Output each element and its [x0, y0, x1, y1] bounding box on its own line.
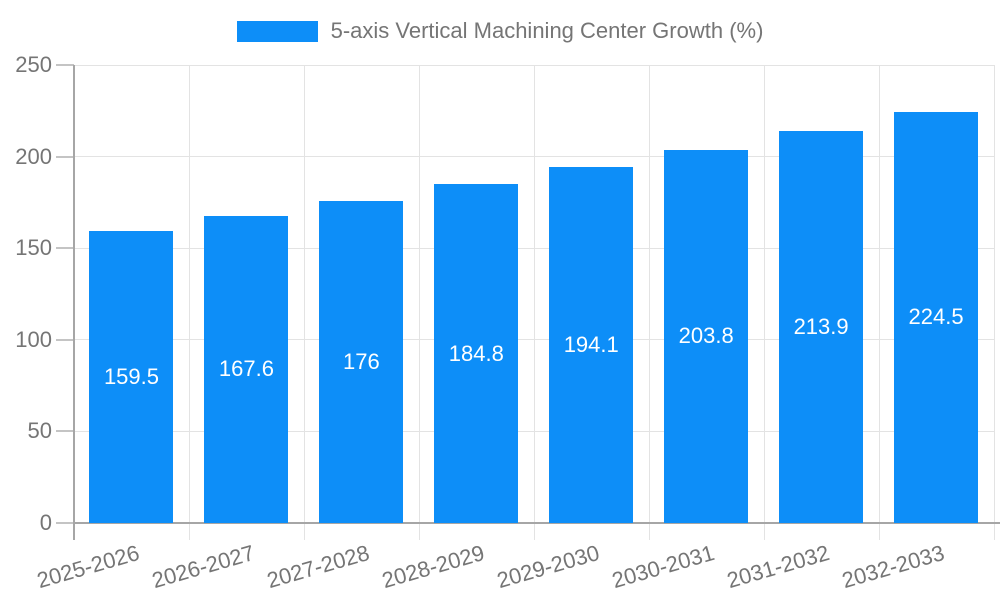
- x-tick-label: 2027-2028: [264, 540, 373, 594]
- bar-2028-2029[interactable]: 184.8: [434, 184, 519, 523]
- y-gridline: [74, 156, 994, 158]
- y-tick-label: 50: [27, 418, 52, 444]
- x-gridline: [994, 65, 995, 540]
- x-tick-label: 2026-2027: [149, 540, 258, 594]
- x-tick-label: 2028-2029: [379, 540, 488, 594]
- x-tick-label: 2030-2031: [609, 540, 718, 594]
- y-axis-line: [73, 65, 75, 540]
- legend-label: 5-axis Vertical Machining Center Growth …: [330, 18, 764, 43]
- y-tick-label: 100: [15, 326, 52, 352]
- y-tick-mark: [56, 155, 74, 158]
- x-gridline: [419, 65, 420, 540]
- x-gridline: [189, 65, 190, 540]
- y-tick-label: 0: [39, 510, 52, 535]
- bar-value-label: 167.6: [218, 356, 274, 382]
- bar-value-label: 224.5: [908, 304, 964, 330]
- x-gridline: [304, 65, 305, 540]
- bar-value-label: 176: [342, 348, 380, 374]
- x-gridline: [764, 65, 765, 540]
- y-tick-mark: [56, 430, 74, 433]
- y-gridline: [74, 64, 994, 66]
- bar-value-label: 184.8: [448, 340, 504, 366]
- x-gridline: [534, 65, 535, 540]
- y-gridline: [74, 339, 994, 341]
- x-axis-line: [73, 522, 1000, 524]
- bar-2026-2027[interactable]: 167.6: [204, 215, 289, 523]
- bar-value-label: 213.9: [793, 314, 849, 340]
- bar-2030-2031[interactable]: 203.8: [664, 149, 749, 523]
- y-tick-mark: [56, 338, 74, 341]
- x-gridline: [879, 65, 880, 540]
- x-tick-label: 2032-2033: [838, 540, 947, 594]
- y-tick-mark: [56, 64, 74, 66]
- bar-2025-2026[interactable]: 159.5: [89, 230, 174, 523]
- bar-value-label: 203.8: [678, 323, 734, 349]
- legend-swatch-icon: [236, 20, 318, 42]
- y-gridline: [74, 430, 994, 432]
- bar-2032-2033[interactable]: 224.5: [894, 111, 979, 523]
- bar-value-label: 194.1: [563, 332, 619, 358]
- bar-value-label: 159.5: [103, 363, 159, 389]
- legend[interactable]: 5-axis Vertical Machining Center Growth …: [0, 18, 1000, 44]
- bar-2029-2030[interactable]: 194.1: [549, 167, 634, 523]
- x-tick-label: 2031-2032: [723, 540, 832, 594]
- y-gridline: [74, 247, 994, 249]
- y-tick-label: 250: [15, 52, 52, 77]
- bar-2027-2028[interactable]: 176: [319, 200, 404, 523]
- x-gridline: [649, 65, 650, 540]
- x-tick-label: 2025-2026: [34, 540, 143, 594]
- y-tick-label: 200: [15, 143, 52, 169]
- y-tick-label: 150: [15, 235, 52, 261]
- y-tick-mark: [56, 522, 74, 524]
- y-tick-mark: [56, 247, 74, 250]
- bar-2031-2032[interactable]: 213.9: [779, 131, 864, 523]
- x-tick-label: 2029-2030: [494, 540, 603, 594]
